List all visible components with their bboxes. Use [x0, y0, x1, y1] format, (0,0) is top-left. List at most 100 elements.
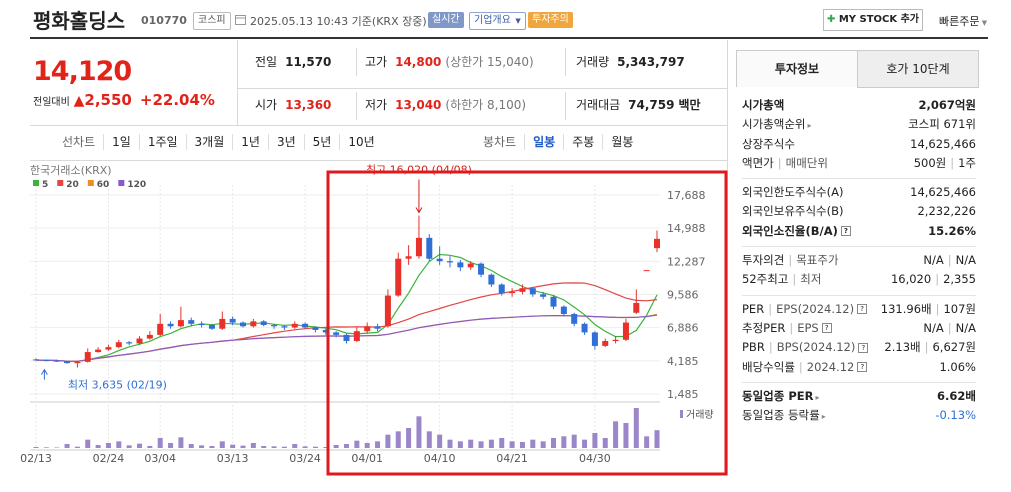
candle-body [115, 342, 122, 348]
info-value-text: 16,020 [890, 272, 932, 287]
info-row: 투자의견 | 목표주가 N/A | N/A [742, 251, 976, 270]
period-tab[interactable]: 3개월 [185, 134, 233, 150]
candle-body [643, 270, 650, 272]
period-tab[interactable]: 5년 [303, 134, 340, 150]
candle-body [250, 321, 257, 327]
candle-body [260, 321, 267, 326]
volume-bar [561, 436, 567, 448]
info-row[interactable]: 시가총액순위 ▸ 코스피 671위 [742, 115, 976, 134]
stat-value: 14,800 [395, 55, 442, 69]
info-label: PER | EPS(2024.12)? [742, 300, 868, 319]
info-value: 14,625,466 [910, 135, 976, 154]
info-row: 액면가 | 매매단위 500원 | 1주 [742, 154, 976, 173]
divider [237, 40, 238, 125]
divider [30, 125, 727, 126]
stat-value: 5,343,797 [617, 55, 685, 69]
info-label-text: 2024.12 [806, 359, 855, 374]
candle-tab[interactable]: 일봉 [524, 134, 563, 150]
candle-body [188, 320, 195, 324]
info-value-text: 15.26% [928, 223, 976, 238]
quick-order-text: 빠른주문 [939, 15, 980, 28]
change-line: 전일대비 ▲2,550 +22.04% [33, 91, 215, 109]
quick-order[interactable]: 빠른주문 ▼ [939, 13, 987, 29]
plus-icon: ✚ [826, 14, 839, 25]
info-row: 시가총액 2,067억원 [742, 96, 976, 115]
highlight-box [326, 170, 728, 476]
legend-swatch [33, 180, 39, 186]
stat-label: 시가 [255, 98, 278, 112]
info-row[interactable]: 동일업종 PER ▸ 6.62배 [742, 387, 976, 406]
x-tick-label: 02/24 [93, 452, 125, 465]
volume-bar [323, 447, 329, 448]
info-value-text: -0.13% [935, 408, 976, 423]
volume-bar [551, 438, 556, 448]
link-arrow: ▸ [815, 392, 820, 402]
info-value: 500원 | 1주 [914, 154, 976, 173]
candle-body [488, 274, 495, 285]
mystock-text: MY STOCK 추가 [838, 14, 920, 25]
period-tab[interactable]: 1주일 [138, 134, 186, 150]
separator: | [792, 272, 797, 287]
info-label-text: 외국인한도주식수(A) [742, 185, 844, 200]
period-tab[interactable]: 3년 [267, 134, 304, 150]
info-group: 동일업종 PER ▸ 6.62배 동일업종 등락률 ▸ -0.13% [742, 383, 976, 431]
stat-value: 13,360 [285, 98, 332, 112]
info-row[interactable]: 동일업종 등락률 ▸ -0.13% [742, 406, 976, 425]
candle-body [343, 334, 350, 342]
info-tab[interactable]: 투자정보 [736, 50, 858, 87]
candle-body [84, 352, 91, 362]
info-value-text: N/A [923, 253, 944, 268]
period-tab[interactable]: 10년 [339, 134, 382, 150]
candle-body [353, 331, 360, 342]
annotation-arrow [415, 179, 423, 214]
help-icon: ? [857, 304, 868, 315]
period-tab[interactable]: 1년 [232, 134, 268, 150]
candle-body [146, 334, 153, 339]
volume-bar [354, 440, 360, 448]
volume-bar [530, 439, 536, 448]
info-label-text: PBR [742, 340, 765, 355]
stat: 고가 14,800 (상한가 15,040) [365, 53, 534, 70]
candle-body [219, 318, 226, 329]
candle-body [478, 263, 485, 275]
candle-body [560, 306, 567, 314]
y-tick-label: 14,988 [667, 222, 706, 235]
y-tick-label: 9,586 [667, 289, 699, 302]
info-value-text: 14,625,466 [910, 136, 976, 151]
candle-tab[interactable]: 주봉 [563, 134, 602, 150]
info-value: 14,625,466 [910, 183, 976, 202]
candle-body [64, 360, 71, 364]
info-group: PER | EPS(2024.12)? 131.96배 | 107원 추정PER | EPS? N… [742, 296, 976, 383]
candle-body [208, 325, 215, 329]
mystock-button[interactable]: ✚ MY STOCK 추가 [823, 9, 923, 31]
volume-bar [344, 444, 349, 448]
volume-bar [250, 443, 256, 448]
candle-body [498, 284, 505, 294]
volume-bar [416, 416, 422, 448]
info-value-text: 107원 [943, 301, 976, 316]
realtime-badge[interactable]: 실시간 [428, 12, 464, 28]
info-label-text: EPS(2024.12) [776, 301, 855, 316]
volume-bar [261, 446, 267, 448]
datetime: 2025.05.13 10:43 기준(KRX 장중) [250, 15, 427, 28]
stat-value: 11,570 [285, 55, 332, 69]
volume-bar [633, 408, 639, 448]
volume-bar [540, 441, 546, 448]
y-tick-label: 4,185 [667, 355, 699, 368]
period-tab: 선차트 [62, 135, 96, 149]
legend-swatch [87, 180, 94, 186]
volume-bar [644, 436, 650, 448]
volume-bar [137, 443, 142, 448]
candle-body [43, 360, 50, 362]
candle-body [374, 326, 381, 329]
period-tab[interactable]: 1일 [103, 134, 139, 150]
volume-bar [64, 444, 70, 448]
candle-body [322, 329, 329, 333]
volume-bar [457, 441, 463, 448]
company-badge[interactable]: 기업개요 ▼ [469, 12, 526, 30]
info-label-text: BPS(2024.12) [776, 340, 856, 355]
orderbook-tab[interactable]: 호가 10단계 [857, 50, 979, 88]
info-row: 배당수익률 | 2024.12? 1.06% [742, 358, 976, 377]
candle-tab[interactable]: 월봉 [602, 134, 641, 150]
candle-body [457, 262, 464, 268]
